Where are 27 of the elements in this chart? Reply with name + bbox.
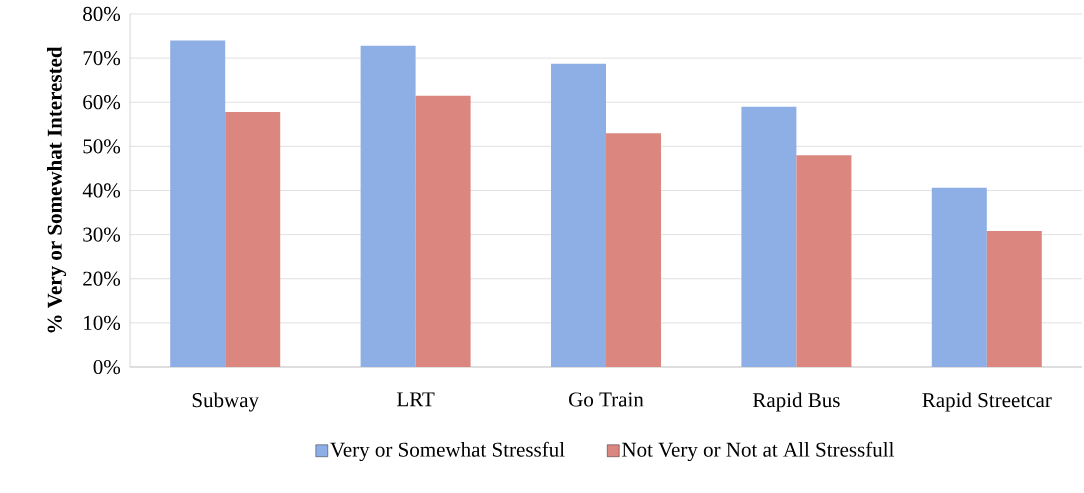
y-tick-label: 0% (93, 359, 121, 375)
bar (170, 40, 226, 367)
x-tick-label: Rapid Streetcar (922, 392, 1052, 412)
y-tick-label: 40% (82, 183, 121, 198)
y-axis-title: % Very or Somewhat Interested (47, 46, 67, 333)
x-tick-label: Go Train (569, 392, 644, 407)
y-tick-label: 30% (83, 227, 121, 242)
bar (606, 133, 662, 367)
legend-label: Very or Somewhat Stressful (330, 441, 565, 462)
bar (360, 45, 416, 367)
x-tick-label: LRT (397, 392, 435, 407)
bar (741, 106, 797, 367)
y-tick-label: 70% (83, 51, 121, 66)
bar (551, 63, 606, 367)
bar (415, 95, 471, 367)
y-tick-label: 10% (84, 315, 121, 330)
bar (931, 187, 987, 367)
x-tick-label: Subway (192, 392, 259, 412)
y-tick-label: 60% (83, 95, 121, 110)
y-tick-label: 80% (83, 6, 121, 22)
bar (225, 111, 281, 367)
y-tick-label: 50% (83, 139, 121, 154)
bar (986, 231, 1042, 367)
y-tick-label: 20% (83, 271, 121, 286)
legend-label: Not Very or Not at All Stressfull (622, 441, 894, 462)
bar (796, 155, 852, 367)
x-tick-label: Rapid Bus (752, 392, 840, 412)
